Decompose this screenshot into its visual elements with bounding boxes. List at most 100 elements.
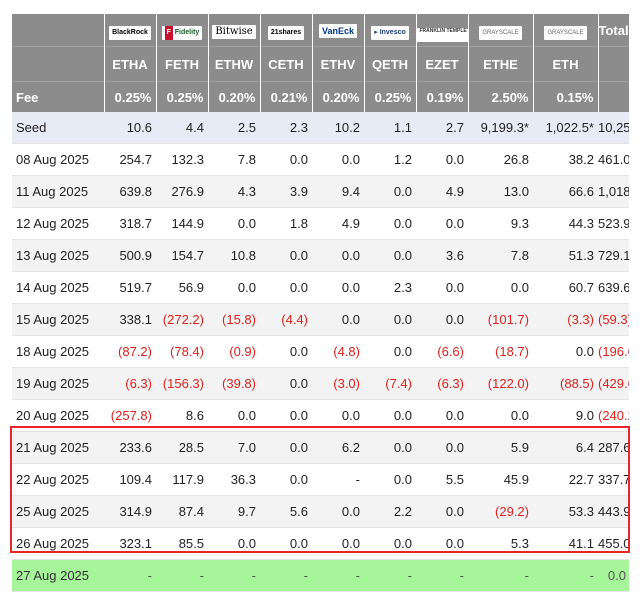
flow-cell: - <box>312 559 364 592</box>
ticker-header: ETHW <box>208 46 261 82</box>
flow-cell: 1.2 <box>364 143 416 176</box>
fee-value: 0.25% <box>364 81 417 112</box>
flow-cell: 10.6 <box>104 112 156 144</box>
row-total: 1,018.8 <box>598 175 629 208</box>
table-row: 27 Aug 2025- - - - - - - - -0.0 <box>12 559 629 592</box>
flow-cell: 0.0 <box>364 399 416 432</box>
row-total: 337.7 <box>598 463 629 496</box>
flow-cell: 0.0 <box>416 303 468 336</box>
flow-cell: 500.9 <box>104 239 156 272</box>
ticker-header: FETH <box>156 46 209 82</box>
flow-cell: 2.3 <box>364 271 416 304</box>
flow-cell: 0.0 <box>364 335 416 368</box>
row-date: 18 Aug 2025 <box>12 335 104 368</box>
flow-cell: 519.7 <box>104 271 156 304</box>
flow-cell: 4.3 <box>208 175 260 208</box>
fee-value: 0.19% <box>416 81 469 112</box>
flow-cell: 0.0 <box>364 463 416 496</box>
flow-cell: 0.0 <box>208 271 260 304</box>
flow-cell: 4.9 <box>416 175 468 208</box>
invesco-logo: ▸ Invesco <box>371 25 409 40</box>
flow-cell: 8.6 <box>156 399 208 432</box>
flow-cell: 5.9 <box>468 431 533 464</box>
flow-cell: 0.0 <box>364 175 416 208</box>
flow-cell: 144.9 <box>156 207 208 240</box>
flow-cell: 0.0 <box>416 143 468 176</box>
ticker-header: ETH <box>533 46 599 82</box>
table-row: 21 Aug 2025 233.6 28.5 7.0 0.0 6.2 0.0 0.0 5.9 6.… <box>12 431 629 464</box>
flow-cell: 0.0 <box>416 495 468 528</box>
grayscale-logo: GRAYSCALE <box>479 25 522 40</box>
table-row: 25 Aug 2025 314.9 87.4 9.7 5.6 0.0 2.2 0.0 (29.2… <box>12 495 629 528</box>
table-row: 15 Aug 2025 338.1 (272.2) (15.8) (4.4) 0.0 0.0… <box>12 303 629 336</box>
row-date: 15 Aug 2025 <box>12 303 104 336</box>
flow-cell: 0.0 <box>416 271 468 304</box>
flow-cell: 1.8 <box>260 207 312 240</box>
flow-cell: 1,022.5* <box>533 112 598 144</box>
flow-cell: 0.0 <box>208 527 260 560</box>
flow-cell: 338.1 <box>104 303 156 336</box>
row-total: 729.1 <box>598 239 629 272</box>
ticker-header: ETHA <box>104 46 157 82</box>
table-row: 20 Aug 2025 (257.8) 8.6 0.0 0.0 0.0 0.0 0.0 0.0 9… <box>12 399 629 432</box>
flow-cell: 254.7 <box>104 143 156 176</box>
flow-cell: 41.1 <box>533 527 598 560</box>
flow-cell: (6.3) <box>104 367 156 400</box>
flow-cell: 9,199.3* <box>468 112 533 144</box>
flow-cell: 2.3 <box>260 112 312 144</box>
fee-value: 0.25% <box>104 81 157 112</box>
flow-cell: 26.8 <box>468 143 533 176</box>
flow-cell: 9.0 <box>533 399 598 432</box>
franklin-templeton-logo: FRANKLIN TEMPLETON <box>416 27 467 42</box>
row-total: 523.9 <box>598 207 629 240</box>
ticker-header: ETHE <box>468 46 534 82</box>
flow-cell: - <box>533 559 598 592</box>
flow-cell: 0.0 <box>260 399 312 432</box>
flow-cell: (29.2) <box>468 495 533 528</box>
flow-cell: 0.0 <box>208 399 260 432</box>
flow-cell: 0.0 <box>312 527 364 560</box>
row-total: 443.9 <box>598 495 629 528</box>
logo-row: BlackRock F Fidelity Bitwise 21shares Van… <box>12 14 630 47</box>
flow-cell: 0.0 <box>312 271 364 304</box>
flow-cell: 0.0 <box>260 431 312 464</box>
row-total: 0.0 <box>598 559 629 592</box>
flow-cell: 323.1 <box>104 527 156 560</box>
fee-value: 2.50% <box>468 81 534 112</box>
fee-value: 0.21% <box>260 81 313 112</box>
flow-cell: 4.9 <box>312 207 364 240</box>
flow-cell: 22.7 <box>533 463 598 496</box>
flow-cell: - <box>156 559 208 592</box>
flow-cell: 6.4 <box>533 431 598 464</box>
row-total: (240.2) <box>598 399 629 432</box>
flow-cell: - <box>312 463 364 496</box>
flow-cell: 45.9 <box>468 463 533 496</box>
flow-cell: (156.3) <box>156 367 208 400</box>
row-total: 455.0 <box>598 527 629 560</box>
fee-value: 0.20% <box>312 81 365 112</box>
flow-cell: - <box>104 559 156 592</box>
flow-cell: 132.3 <box>156 143 208 176</box>
flow-cell: 0.0 <box>364 207 416 240</box>
table-row: 26 Aug 2025 323.1 85.5 0.0 0.0 0.0 0.0 0.0 5.3 41… <box>12 527 629 560</box>
flow-cell: 6.2 <box>312 431 364 464</box>
row-total: 10,255 <box>598 112 629 144</box>
ticker-header: CETH <box>260 46 313 82</box>
flow-cell: 0.0 <box>260 239 312 272</box>
flow-cell: 0.0 <box>468 399 533 432</box>
flow-cell: 0.0 <box>208 207 260 240</box>
row-date: 20 Aug 2025 <box>12 399 104 432</box>
flow-cell: (4.4) <box>260 303 312 336</box>
flow-cell: (3.3) <box>533 303 598 336</box>
table-row: 13 Aug 2025 500.9 154.7 10.8 0.0 0.0 0.0 3.6 7.8… <box>12 239 629 272</box>
flow-cell: 4.4 <box>156 112 208 144</box>
flow-cell: 314.9 <box>104 495 156 528</box>
flow-cell: - <box>364 559 416 592</box>
flow-cell: (88.5) <box>533 367 598 400</box>
fee-value: 0.25% <box>156 81 209 112</box>
flow-cell: (6.3) <box>416 367 468 400</box>
flow-cell: (6.6) <box>416 335 468 368</box>
flow-cell: - <box>416 559 468 592</box>
table-row: 14 Aug 2025 519.7 56.9 0.0 0.0 0.0 2.3 0.0 0.0 60… <box>12 271 629 304</box>
